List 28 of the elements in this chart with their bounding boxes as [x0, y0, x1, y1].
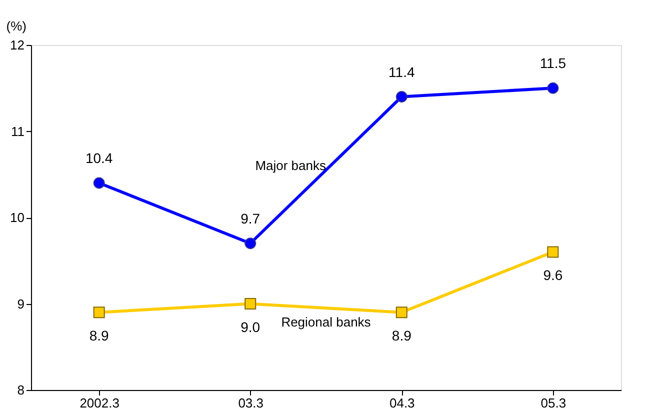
data-label: 11.5	[540, 55, 566, 72]
point	[93, 306, 105, 318]
data-label: 8.9	[89, 327, 110, 344]
x-tick-label: 2002.3	[80, 396, 120, 410]
data-label: 9.7	[240, 210, 260, 226]
point	[396, 306, 408, 318]
series-label: Regional banks	[281, 314, 372, 330]
y-tick-label: 12	[10, 38, 24, 52]
point	[547, 246, 559, 258]
point	[244, 238, 256, 250]
y-tick-label: 10	[10, 210, 24, 225]
point	[244, 298, 256, 310]
point	[396, 91, 408, 102]
series-label: Major banks	[255, 158, 326, 173]
point	[93, 177, 105, 189]
data-label: 10.4	[85, 150, 113, 166]
x-tick-label: 05.3	[540, 396, 566, 410]
y-tick-label: 9	[17, 296, 24, 312]
x-tick-label: 04.3	[389, 396, 415, 410]
data-label: 8.9	[392, 327, 412, 344]
point	[547, 82, 559, 94]
x-tick-label: 03.3	[238, 396, 264, 410]
data-label: 9.0	[240, 318, 260, 335]
data-label: 9.6	[543, 267, 563, 283]
data-label: 11.4	[388, 64, 415, 80]
y-axis-title: (%)	[6, 18, 26, 34]
y-tick-label: 11	[11, 124, 24, 139]
y-tick-label: 8	[17, 382, 24, 398]
